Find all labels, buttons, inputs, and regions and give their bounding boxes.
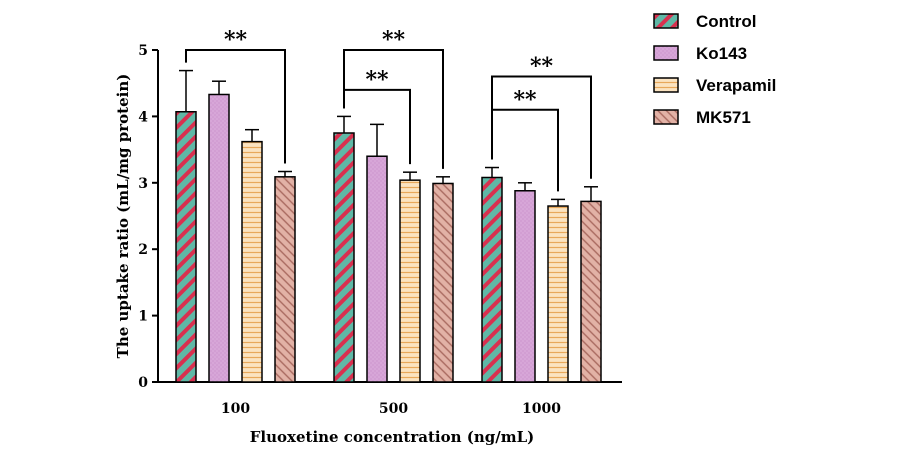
- y-axis-label: The uptake ratio (mL/mg protein): [114, 74, 132, 359]
- error-bar: [212, 80, 226, 95]
- error-bar: [584, 186, 598, 202]
- bar-mk571-1000: [580, 200, 602, 383]
- significance-label: **: [513, 87, 537, 113]
- legend-label: Control: [696, 12, 756, 31]
- legend-label: MK571: [696, 108, 751, 127]
- legend-swatch: [653, 45, 679, 61]
- significance-label: **: [530, 54, 554, 80]
- bar-mk571-500: [432, 182, 454, 383]
- significance-bracket: **: [343, 67, 411, 165]
- significance-bracket: **: [491, 87, 559, 192]
- error-bar: [551, 198, 565, 207]
- significance-bracket: **: [185, 27, 286, 164]
- legend-label: Verapamil: [696, 76, 776, 95]
- bar-verapamil-500: [399, 179, 421, 383]
- error-bar: [436, 176, 450, 184]
- x-tick-label: 100: [221, 401, 250, 417]
- legend: Control Ko143 Verapamil MK571: [653, 12, 776, 127]
- bar-ko143-500: [366, 155, 388, 383]
- error-bar: [485, 166, 499, 178]
- y-tick-label: 4: [138, 109, 148, 125]
- bar-control-500: [333, 132, 355, 383]
- x-tick-label: 500: [379, 401, 408, 417]
- bar-control-100: [175, 111, 197, 383]
- bar-verapamil-1000: [547, 205, 569, 383]
- legend-item-ko143: Ko143: [653, 44, 747, 63]
- legend-item-control: Control: [653, 12, 756, 31]
- error-bar: [403, 171, 417, 181]
- y-tick-label: 3: [138, 176, 148, 192]
- plot-area: 0 1 2 3 4 5 100 500 1000 ** ** ** ** **: [138, 27, 622, 417]
- error-bar: [370, 123, 384, 157]
- bar-control-1000: [481, 176, 503, 383]
- y-tick-label: 1: [138, 309, 148, 325]
- y-tick-label: 5: [138, 43, 148, 59]
- error-bar: [337, 115, 351, 133]
- y-tick-label: 2: [138, 242, 148, 258]
- x-tick-label: 1000: [522, 401, 561, 417]
- x-axis-label: Fluoxetine concentration (ng/mL): [250, 428, 534, 446]
- bar-mk571-100: [274, 176, 296, 383]
- error-bar: [179, 69, 193, 112]
- bar-ko143-1000: [514, 190, 536, 383]
- legend-item-verapamil: Verapamil: [653, 76, 776, 95]
- legend-swatch: [653, 13, 679, 29]
- error-bar: [518, 182, 532, 191]
- bar-ko143-100: [208, 93, 230, 383]
- significance-label: **: [365, 67, 389, 93]
- legend-label: Ko143: [696, 44, 747, 63]
- error-bar: [245, 128, 259, 142]
- significance-bracket: **: [491, 54, 592, 179]
- legend-swatch: [653, 77, 679, 93]
- legend-swatch: [653, 109, 679, 125]
- legend-item-mk571: MK571: [653, 108, 751, 127]
- significance-label: **: [382, 27, 406, 53]
- error-bar: [278, 170, 292, 177]
- bar-verapamil-100: [241, 140, 263, 383]
- y-tick-label: 0: [138, 375, 148, 391]
- significance-bracket: **: [343, 27, 444, 169]
- significance-label: **: [224, 27, 248, 53]
